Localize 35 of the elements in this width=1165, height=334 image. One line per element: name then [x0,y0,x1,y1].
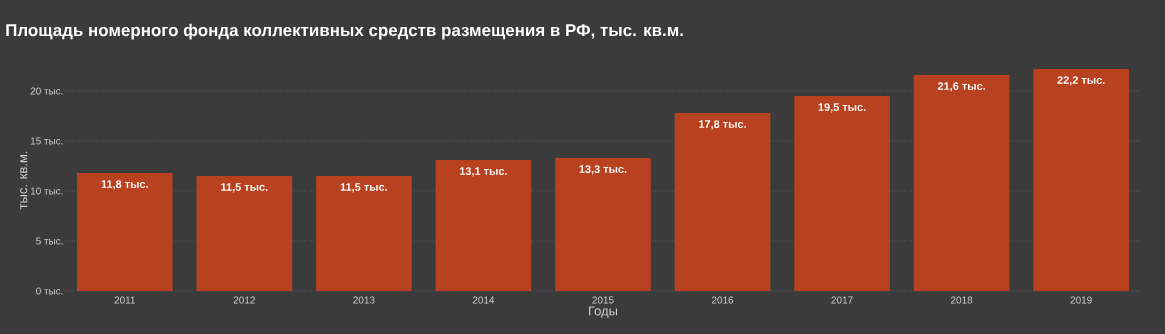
data-label: 19,5 тыс. [818,103,866,113]
y-tick-label: 5 тыс. [36,237,63,245]
data-label: 11,5 тыс. [221,183,268,193]
x-tick-label: 2012 [233,296,255,304]
bar [555,158,651,291]
x-axis-title: Годы [589,306,618,318]
y-tick-label: 0 тыс. [36,287,63,295]
bar [794,96,890,291]
x-tick-label: 2019 [1070,296,1092,304]
x-tick-label: 2016 [711,296,734,304]
x-tick-label: 2014 [472,296,495,304]
bar [435,160,532,291]
x-tick-label: 2013 [353,296,375,304]
y-tick-label: 20 тыс. [30,87,63,95]
bar [913,75,1010,291]
data-label: 17,8 тыс. [699,120,746,130]
y-tick-label: 10 тыс. [30,187,63,195]
chart-title: Площадь номерного фонда коллективных средств размещения в РФ, тыс. кв.м. [6,23,683,40]
data-label: 11,8 тыс. [101,180,148,190]
bar [674,113,771,291]
bar [1033,69,1129,291]
y-axis-title: тыс. кв.м. [20,151,28,210]
x-tick-label: 2017 [831,296,853,304]
bar [76,173,173,291]
x-tick-label: 2015 [592,296,614,304]
y-tick-label: 15 тыс. [30,137,63,145]
bar [316,176,412,291]
data-label: 13,1 тыс. [459,167,507,177]
bar [196,176,293,291]
data-label: 21,6 тыс. [937,82,985,92]
data-label: 11,5 тыс. [340,183,387,193]
x-tick-label: 2018 [951,296,973,304]
data-label: 13,3 тыс. [579,165,627,175]
x-tick-label: 2011 [114,296,135,304]
data-label: 22,2 тыс. [1057,76,1105,86]
